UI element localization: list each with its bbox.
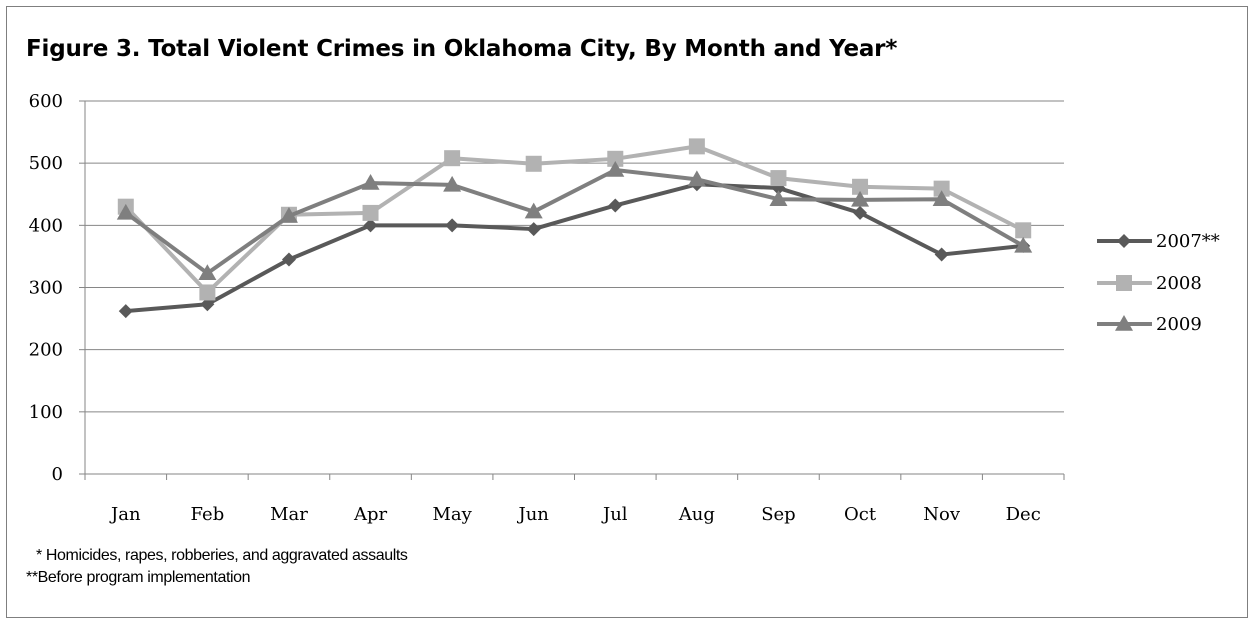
- data-point-2-apr: [361, 174, 380, 190]
- series-line-2: [124, 168, 1025, 276]
- data-point-2-jun: [524, 202, 543, 219]
- data-point-2-mar: [279, 207, 298, 223]
- data-point-2-jan: [116, 203, 135, 220]
- series-0: [118, 177, 1031, 319]
- data-point-1-nov: [933, 180, 950, 197]
- x-tick-label-feb: Feb: [191, 504, 225, 525]
- data-point-2-may: [443, 175, 462, 192]
- legend-label-0: 2007**: [1156, 231, 1220, 252]
- legend-marker-0: [1117, 234, 1131, 248]
- data-point-0-jul: [608, 198, 623, 213]
- x-tick-label-nov: Nov: [923, 504, 961, 525]
- chart-title: Figure 3. Total Violent Crimes in Oklaho…: [26, 36, 898, 62]
- data-point-0-may: [445, 218, 460, 233]
- x-tick-label-mar: Mar: [270, 504, 308, 525]
- x-tick-label-may: May: [432, 504, 472, 525]
- legend-item-0: 2007**: [1097, 231, 1220, 252]
- legend: 2007** 2008 2009: [1097, 231, 1220, 335]
- x-axis-tick-labels: Jan Feb Mar Apr May Jun Jul Aug Sep Oct Nov Dec: [109, 504, 1041, 525]
- y-tick-label: 600: [29, 91, 63, 112]
- y-axis-tick-labels: 0 100 200 300 400 500 600: [29, 91, 63, 485]
- data-point-1-dec: [1015, 222, 1032, 239]
- data-point-2-aug: [687, 170, 706, 187]
- data-point-1-apr: [362, 204, 379, 221]
- x-tick-label-sep: Sep: [761, 504, 796, 525]
- data-point-0-nov: [934, 247, 949, 262]
- footnote-crime-types: * Homicides, rapes, robberies, and aggra…: [36, 547, 408, 564]
- x-tick-label-apr: Apr: [353, 504, 388, 525]
- data-point-2-jul: [606, 161, 625, 177]
- series-line-1: [124, 144, 1025, 295]
- data-point-0-jun: [526, 222, 541, 237]
- data-point-1-jun: [525, 155, 542, 172]
- series-layer: [116, 138, 1033, 319]
- x-tick-label-jul: Jul: [601, 504, 628, 525]
- y-tick-label: 200: [29, 340, 63, 361]
- data-point-2-nov: [932, 190, 951, 206]
- legend-label-1: 2008: [1156, 273, 1202, 294]
- footnote-program: **Before program implementation: [26, 569, 251, 586]
- series-line-0: [125, 182, 1024, 314]
- x-tick-label-jan: Jan: [109, 504, 141, 525]
- data-point-2-dec: [1014, 236, 1033, 253]
- y-tick-label: 400: [29, 215, 63, 236]
- x-tick-label-dec: Dec: [1006, 504, 1041, 525]
- data-point-0-feb: [200, 297, 215, 312]
- data-point-0-jan: [118, 304, 133, 319]
- data-point-1-may: [444, 150, 461, 167]
- data-point-2-feb: [198, 264, 217, 280]
- x-tick-label-aug: Aug: [678, 504, 715, 525]
- x-tick-label-jun: Jun: [517, 504, 550, 525]
- series-2: [116, 161, 1033, 280]
- legend-item-2: 2009: [1097, 314, 1202, 335]
- legend-marker-2: [1115, 315, 1133, 331]
- data-point-2-sep: [769, 190, 788, 206]
- chart-frame: [6, 6, 1248, 618]
- data-point-2-oct: [851, 190, 870, 207]
- y-tick-label: 0: [52, 464, 63, 485]
- data-point-0-apr: [363, 218, 378, 233]
- legend-item-1: 2008: [1097, 273, 1202, 294]
- data-point-1-aug: [688, 138, 705, 155]
- x-tick-label-oct: Oct: [844, 504, 877, 525]
- y-tick-label: 100: [29, 402, 63, 423]
- axes: [79, 100, 1065, 480]
- data-point-0-oct: [853, 205, 868, 220]
- legend-marker-1: [1116, 275, 1132, 291]
- data-point-1-oct: [852, 178, 869, 195]
- data-point-1-jul: [607, 150, 624, 167]
- data-point-1-feb: [199, 284, 216, 301]
- y-tick-label: 500: [29, 153, 63, 174]
- data-point-0-mar: [281, 252, 296, 267]
- legend-label-2: 2009: [1156, 314, 1202, 335]
- y-tick-label: 300: [29, 278, 63, 299]
- data-point-1-sep: [770, 170, 787, 187]
